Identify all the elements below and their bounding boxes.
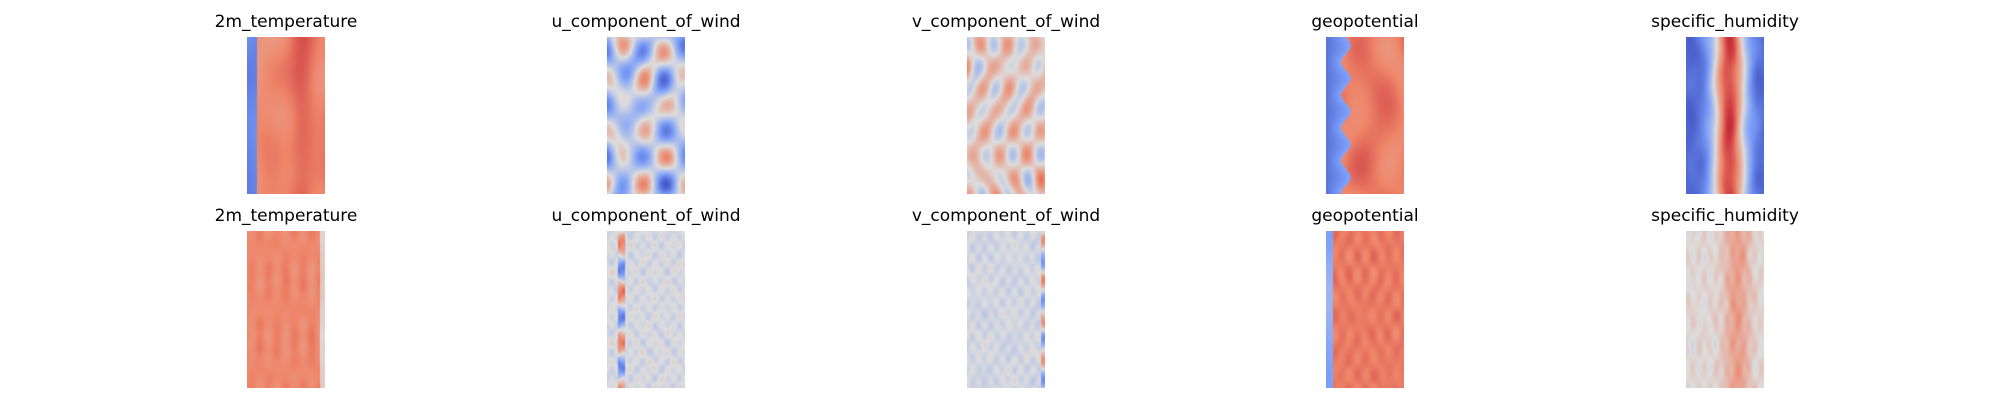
heatmap-row2-u-component-of-wind [607, 231, 685, 388]
heatmap-row1-geopotential [1326, 37, 1404, 194]
panel-title-row1-geopotential: geopotential [1311, 12, 1419, 32]
heatmap-row2-2m-temperature [247, 231, 325, 388]
heatmap-row1-u-component-of-wind [607, 37, 685, 194]
panel-title-row2-v-component-of-wind: v_component_of_wind [911, 206, 1101, 226]
heatmap-row2-geopotential [1326, 231, 1404, 388]
panel-title-row1-v-component-of-wind: v_component_of_wind [911, 12, 1101, 32]
heatmap-row1-2m-temperature [247, 37, 325, 194]
heatmap-row1-v-component-of-wind [967, 37, 1045, 194]
heatmap-row2-specific-humidity [1686, 231, 1764, 388]
panel-title-row2-geopotential: geopotential [1311, 206, 1419, 226]
panel-title-row1-specific-humidity: specific_humidity [1651, 12, 1799, 32]
panel-title-row1-2m-temperature: 2m_temperature [214, 12, 358, 32]
panel-title-row2-specific-humidity: specific_humidity [1651, 206, 1799, 226]
panel-title-row1-u-component-of-wind: u_component_of_wind [551, 12, 741, 32]
heatmap-row2-v-component-of-wind [967, 231, 1045, 388]
heatmap-row1-specific-humidity [1686, 37, 1764, 194]
panel-title-row2-2m-temperature: 2m_temperature [214, 206, 358, 226]
panel-title-row2-u-component-of-wind: u_component_of_wind [551, 206, 741, 226]
